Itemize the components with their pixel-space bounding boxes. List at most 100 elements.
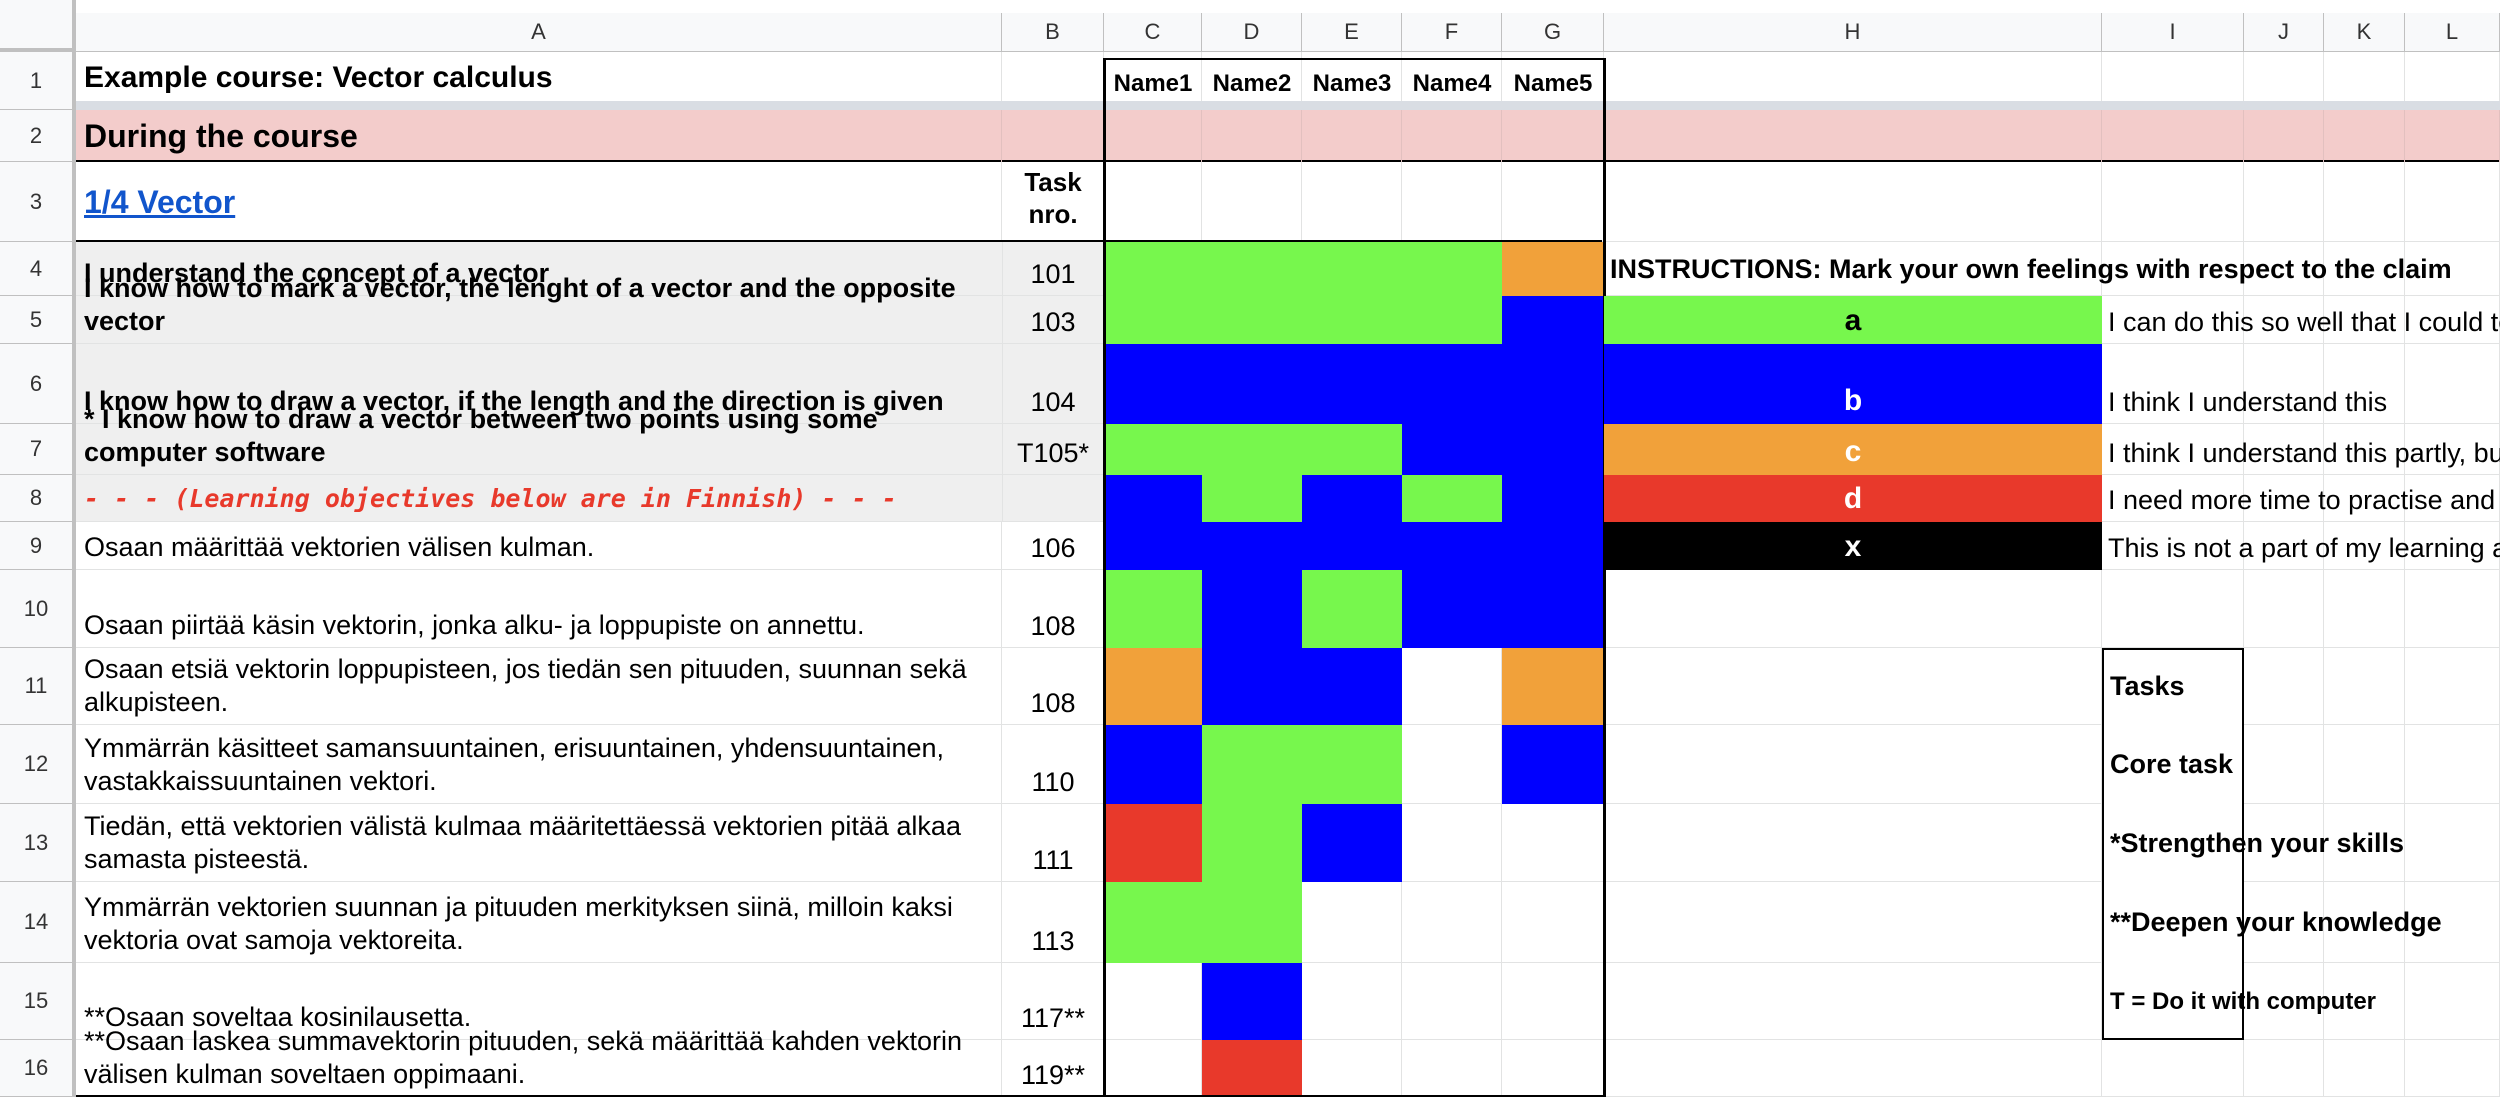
grid-cell[interactable] [2102, 242, 2244, 296]
grid-cell[interactable] [2244, 882, 2324, 963]
mark-cell-a[interactable] [1104, 424, 1202, 475]
row-header-16[interactable]: 16 [0, 1040, 76, 1097]
grid-cell[interactable] [1604, 725, 2102, 804]
row-header-10[interactable]: 10 [0, 570, 76, 648]
grid-cell[interactable] [1502, 162, 1604, 242]
mark-cell-b[interactable] [1302, 522, 1402, 570]
grid-cell[interactable] [2324, 882, 2405, 963]
grid-cell[interactable] [1104, 1040, 1202, 1097]
mark-cell-b[interactable] [1202, 522, 1302, 570]
row-header-7[interactable]: 7 [0, 424, 76, 475]
grid-cell[interactable] [1202, 162, 1302, 242]
grid-cell[interactable] [2324, 570, 2405, 648]
grid-cell[interactable] [1604, 162, 2102, 242]
grid-cell[interactable] [1604, 570, 2102, 648]
unit-link[interactable]: 1/4 Vector [84, 183, 236, 220]
column-header-g[interactable]: G [1502, 13, 1604, 52]
mark-cell-a[interactable] [1202, 804, 1302, 882]
grid-cell[interactable] [1302, 1040, 1402, 1097]
row-header-4[interactable]: 4 [0, 242, 76, 296]
mark-cell-a[interactable] [1104, 242, 1202, 296]
column-header-e[interactable]: E [1302, 13, 1402, 52]
grid-cell[interactable] [2405, 725, 2500, 804]
mark-cell-b[interactable] [1302, 804, 1402, 882]
column-header-d[interactable]: D [1202, 13, 1302, 52]
grid-cell[interactable] [2244, 424, 2324, 475]
grid-cell[interactable] [2244, 162, 2324, 242]
grid-cell[interactable] [2324, 522, 2405, 570]
mark-cell-a[interactable] [1402, 296, 1502, 344]
grid-cell[interactable] [2102, 522, 2244, 570]
mark-cell-b[interactable] [1104, 522, 1202, 570]
select-all-corner[interactable] [0, 0, 76, 52]
grid-cell[interactable] [2102, 570, 2244, 648]
grid-cell[interactable] [2244, 522, 2324, 570]
mark-cell-b[interactable] [1402, 522, 1502, 570]
row-header-1[interactable]: 1 [0, 52, 76, 110]
mark-cell-a[interactable] [1302, 296, 1402, 344]
grid-cell[interactable] [2324, 1040, 2405, 1097]
grid-cell[interactable] [1604, 242, 2102, 296]
grid-cell[interactable] [76, 804, 1002, 882]
mark-cell-b[interactable] [1104, 475, 1202, 522]
mark-cell-a[interactable] [1202, 882, 1302, 963]
mark-cell-b[interactable] [1502, 522, 1604, 570]
mark-cell-a[interactable] [1202, 296, 1302, 344]
mark-cell-b[interactable] [1402, 344, 1502, 424]
grid-cell[interactable] [2102, 1040, 2244, 1097]
grid-cell[interactable] [2102, 162, 2244, 242]
row-header-6[interactable]: 6 [0, 344, 76, 424]
grid-cell[interactable] [2244, 475, 2324, 522]
column-header-l[interactable]: L [2405, 13, 2500, 52]
row-header-2[interactable]: 2 [0, 110, 76, 162]
mark-cell-d[interactable] [1104, 804, 1202, 882]
grid-cell[interactable] [1604, 882, 2102, 963]
grid-cell[interactable] [1104, 963, 1202, 1040]
mark-cell-a[interactable] [1104, 570, 1202, 648]
mark-cell-a[interactable] [1302, 424, 1402, 475]
grid-cell[interactable] [1302, 882, 1402, 963]
grid-cell[interactable] [2244, 648, 2324, 725]
grid-cell[interactable] [1604, 804, 2102, 882]
mark-cell-b[interactable] [1302, 475, 1402, 522]
mark-cell-a[interactable] [1302, 242, 1402, 296]
grid-cell[interactable] [2324, 963, 2405, 1040]
grid-cell[interactable] [1302, 162, 1402, 242]
mark-cell-b[interactable] [1104, 344, 1202, 424]
column-header-b[interactable]: B [1002, 13, 1104, 52]
mark-cell-a[interactable] [1302, 725, 1402, 804]
mark-cell-a[interactable] [1402, 475, 1502, 522]
grid-cell[interactable] [1604, 963, 2102, 1040]
column-header-h[interactable]: H [1604, 13, 2102, 52]
mark-cell-b[interactable] [1202, 570, 1302, 648]
grid-cell[interactable] [76, 963, 1002, 1040]
grid-cell[interactable] [2102, 296, 2244, 344]
mark-cell-b[interactable] [1502, 424, 1604, 475]
mark-cell-b[interactable] [1202, 963, 1302, 1040]
mark-cell-a[interactable] [1202, 424, 1302, 475]
grid-cell[interactable] [2324, 725, 2405, 804]
mark-cell-a[interactable] [1302, 570, 1402, 648]
mark-cell-b[interactable] [1502, 296, 1604, 344]
column-header-c[interactable]: C [1104, 13, 1202, 52]
grid-cell[interactable] [1302, 963, 1402, 1040]
grid-cell[interactable] [2405, 570, 2500, 648]
column-header-k[interactable]: K [2324, 13, 2405, 52]
grid-cell[interactable] [1402, 162, 1502, 242]
grid-cell[interactable] [1402, 725, 1502, 804]
grid-cell[interactable] [76, 522, 1002, 570]
grid-cell[interactable] [1604, 1040, 2102, 1097]
grid-cell[interactable] [2324, 475, 2405, 522]
mark-cell-a[interactable] [1402, 242, 1502, 296]
mark-cell-a[interactable] [1202, 725, 1302, 804]
grid-cell[interactable] [2405, 804, 2500, 882]
grid-cell[interactable] [1104, 162, 1202, 242]
mark-cell-b[interactable] [1502, 570, 1604, 648]
mark-cell-b[interactable] [1502, 344, 1604, 424]
frozen-row-divider[interactable] [76, 101, 2500, 110]
grid-cell[interactable] [2405, 1040, 2500, 1097]
grid-cell[interactable] [1604, 648, 2102, 725]
row-header-3[interactable]: 3 [0, 162, 76, 242]
row-header-11[interactable]: 11 [0, 648, 76, 725]
mark-cell-c[interactable] [1104, 648, 1202, 725]
